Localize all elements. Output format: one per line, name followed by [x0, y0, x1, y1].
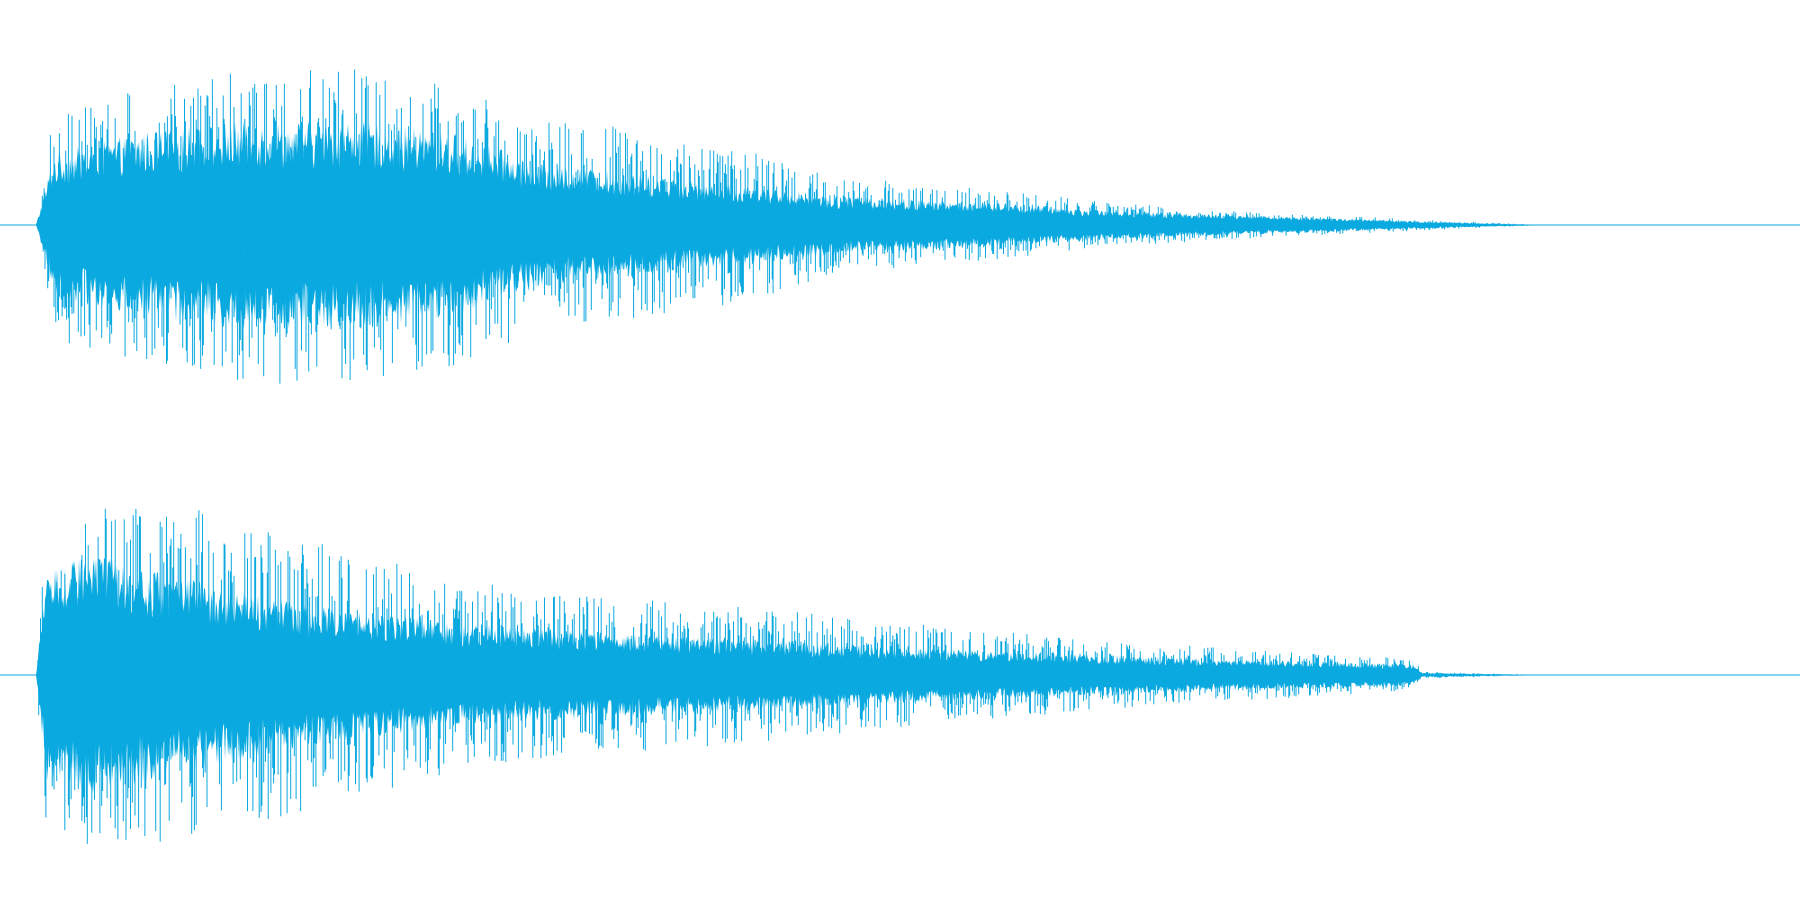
waveform-peaks: [36, 508, 1545, 844]
waveform-peaks: [36, 69, 1547, 384]
channel-bottom-waveform: [0, 508, 1800, 844]
channel-top-waveform: [0, 69, 1800, 384]
